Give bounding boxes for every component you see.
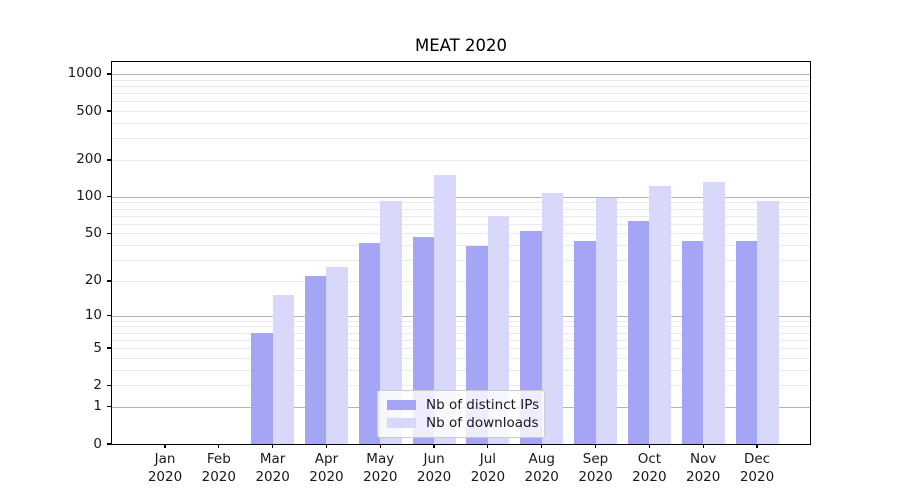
y-tick-label: 100 xyxy=(76,188,102,205)
bar-downloads-apr xyxy=(326,267,348,444)
gridline-minor xyxy=(112,245,810,247)
x-tick-label-oct: Oct 2020 xyxy=(632,451,667,485)
gridline-minor xyxy=(112,159,810,161)
x-axis-tick xyxy=(433,444,435,448)
legend-swatch-icon xyxy=(387,418,416,429)
y-axis-tick xyxy=(107,280,111,282)
bar-ips-nov xyxy=(681,241,704,444)
bar-ips-may xyxy=(358,242,381,444)
bar-downloads-jul xyxy=(487,215,510,444)
y-tick-label: 2 xyxy=(93,376,102,393)
gridline-minor xyxy=(112,101,810,103)
bar-ips-apr xyxy=(304,276,327,444)
gridline-minor xyxy=(112,138,810,140)
y-axis-tick xyxy=(107,110,111,112)
bar-downloads-sep xyxy=(595,198,618,444)
x-tick-label-sep: Sep 2020 xyxy=(578,451,613,485)
gridline-minor xyxy=(112,111,810,113)
y-axis-tick xyxy=(107,443,111,445)
legend-item: Nb of distinct IPs xyxy=(387,397,539,413)
bar-downloads-dec xyxy=(757,200,779,444)
y-tick-label: 50 xyxy=(84,224,102,241)
bar-ips-oct xyxy=(627,221,650,444)
bar-downloads-aug xyxy=(541,192,564,444)
x-tick-label-jul: Jul 2020 xyxy=(470,451,506,485)
x-axis-tick xyxy=(164,444,166,448)
bar-downloads-nov xyxy=(703,181,725,444)
y-tick-label: 20 xyxy=(84,272,102,289)
y-axis-tick xyxy=(107,159,111,161)
bar-downloads-may xyxy=(380,200,402,444)
gridline-minor xyxy=(112,79,810,81)
y-tick-label: 1 xyxy=(93,398,102,415)
y-axis-tick xyxy=(107,73,111,75)
bar-ips-dec xyxy=(735,241,757,444)
gridline-minor xyxy=(112,348,810,350)
y-axis-tick xyxy=(107,196,111,198)
legend-label: Nb of distinct IPs xyxy=(426,396,540,413)
legend-item: Nb of downloads xyxy=(387,415,539,431)
y-tick-label: 200 xyxy=(76,151,102,168)
x-axis-tick xyxy=(648,444,650,448)
gridline-minor xyxy=(112,122,810,124)
legend-swatch-icon xyxy=(387,399,416,410)
x-axis-tick xyxy=(487,444,489,448)
y-tick-label: 0 xyxy=(93,435,102,452)
y-tick-label: 1000 xyxy=(67,65,102,82)
gridline-minor xyxy=(112,208,810,210)
gridline-major xyxy=(112,315,810,317)
x-axis-tick xyxy=(379,444,381,448)
y-axis-tick xyxy=(107,406,111,408)
x-axis-tick xyxy=(594,444,597,448)
x-tick-label-jan: Jan 2020 xyxy=(147,451,183,485)
x-tick-label-jun: Jun 2020 xyxy=(416,451,452,485)
bar-downloads-jun xyxy=(434,175,456,444)
x-axis-tick xyxy=(272,444,274,448)
bar-downloads-mar xyxy=(272,295,295,444)
x-tick-label-mar: Mar 2020 xyxy=(255,451,290,485)
gridline-minor xyxy=(112,223,810,225)
legend-label: Nb of downloads xyxy=(426,415,539,432)
y-tick-label: 500 xyxy=(76,102,102,119)
x-axis-tick xyxy=(218,444,220,448)
gridline-minor xyxy=(112,357,810,359)
gridline-minor xyxy=(112,320,810,322)
gridline-minor xyxy=(112,385,810,387)
gridline-minor xyxy=(112,339,810,341)
x-tick-label-nov: Nov 2020 xyxy=(685,451,721,485)
bar-downloads-oct xyxy=(649,185,671,444)
x-tick-label-apr: Apr 2020 xyxy=(309,451,344,485)
gridline-minor xyxy=(112,215,810,217)
y-axis-tick xyxy=(107,384,111,386)
legend: Nb of distinct IPs Nb of downloads xyxy=(377,390,545,438)
chart-title: MEAT 2020 xyxy=(415,36,507,55)
x-axis-tick xyxy=(325,444,328,448)
y-axis-tick xyxy=(107,347,111,349)
gridline-minor xyxy=(112,332,810,334)
x-tick-label-may: May 2020 xyxy=(363,451,398,485)
y-axis-tick xyxy=(107,232,111,234)
gridline-minor xyxy=(112,93,810,95)
y-tick-label: 5 xyxy=(93,339,102,356)
gridline-major xyxy=(112,73,810,75)
bar-ips-mar xyxy=(251,332,273,444)
gridline-minor xyxy=(112,326,810,328)
gridline-minor xyxy=(112,233,810,235)
x-tick-label-aug: Aug 2020 xyxy=(524,451,559,485)
y-tick-label: 10 xyxy=(84,307,102,324)
x-tick-label-feb: Feb 2020 xyxy=(201,451,236,485)
x-axis-tick xyxy=(702,444,704,448)
x-axis-tick xyxy=(756,444,758,448)
gridline-major xyxy=(112,196,810,198)
gridline-minor xyxy=(112,369,810,371)
y-axis-tick xyxy=(107,314,111,317)
gridline-minor xyxy=(112,280,810,282)
bar-ips-sep xyxy=(574,241,596,444)
gridline-minor xyxy=(112,202,810,204)
gridline-minor xyxy=(112,85,810,87)
x-tick-label-dec: Dec 2020 xyxy=(739,451,775,485)
x-axis-tick xyxy=(541,444,543,448)
gridline-minor xyxy=(112,260,810,262)
